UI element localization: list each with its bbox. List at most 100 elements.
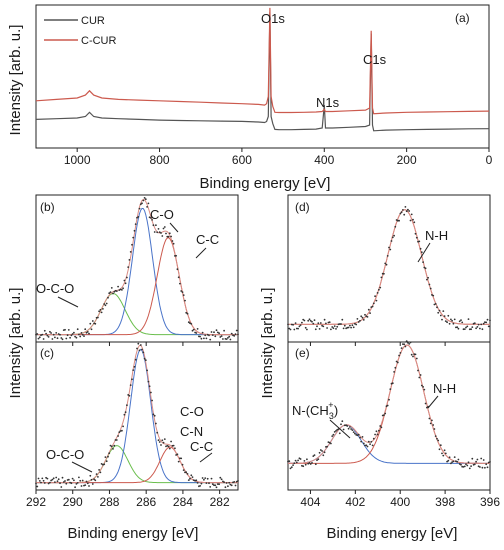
panel-e-data-point [423, 388, 426, 391]
panel-e-data-point [408, 343, 411, 345]
panel-b-data-point [49, 330, 51, 333]
panel-c-data-point [90, 478, 93, 481]
panel-d-data-point [390, 240, 393, 242]
series-line-c-cur [35, 7, 490, 115]
panel-c-data-point [124, 411, 127, 414]
panel-b-data-point [43, 329, 46, 332]
panel-c-data-point [225, 482, 228, 484]
panel-b-data-point [42, 338, 45, 340]
panel-c-data-point [137, 342, 140, 345]
panel-b-data-point [83, 335, 85, 337]
series-line-cur [35, 12, 490, 132]
panel-e-data-point [376, 433, 379, 436]
panel-b-data-point [219, 336, 222, 338]
panel-e-data-point [299, 458, 302, 460]
panel-c-data-point [51, 478, 54, 481]
panel-e-data-point [433, 428, 436, 430]
panel-e-data-point [419, 374, 422, 376]
panel-c-c1s-ccur: 292 290 288 286 284 282 [26, 341, 239, 509]
panel-a-letter: (a) [455, 11, 470, 25]
panel-d-data-point [462, 328, 465, 331]
panel-d-data-point [350, 326, 352, 329]
panel-b-data-point [165, 232, 167, 235]
panel-b-data-point [185, 311, 188, 314]
annotation-arrow [57, 296, 79, 308]
panel-b-data-point [214, 335, 217, 338]
panel-d-data-point [312, 322, 315, 325]
panel-c-data-point [189, 477, 191, 480]
panel-d-data-point [361, 316, 364, 319]
panel-d-data-point [303, 319, 306, 322]
panel-b-data-point [136, 216, 138, 219]
panel-c-data-point [86, 482, 89, 485]
panel-e-letter: (e) [295, 346, 310, 360]
panel-b-data-point [167, 235, 170, 238]
panel-d-data-point [434, 303, 437, 305]
panel-e-data-point [412, 355, 414, 358]
panel-e-data-point [340, 423, 342, 426]
panel-b-data-point [187, 321, 190, 324]
panel-d-data-point [306, 328, 308, 331]
panel-e-data-point [384, 412, 387, 415]
panel-c-data-point [146, 369, 149, 372]
panel-e-data-point [388, 398, 390, 401]
panel-b-data-point [99, 308, 102, 311]
panel-d-data-point [393, 234, 395, 237]
panel-d-data-point [396, 219, 399, 222]
panel-b-data-point [61, 338, 64, 341]
panel-c-data-point [61, 476, 64, 479]
panel-e-data-point [346, 425, 349, 427]
panel-b-data-point [166, 235, 169, 238]
panel-c-data-point [65, 482, 68, 485]
panel-e-data-point [294, 459, 297, 462]
panel-b-data-point [208, 334, 210, 337]
panel-c-data-point [38, 480, 41, 482]
panel-c-envelope [36, 344, 238, 484]
panel-c-data-point [115, 439, 118, 441]
panel-d-data-point [341, 318, 344, 321]
panel-c-frame [35, 341, 239, 491]
panel-d-data-point [391, 236, 394, 239]
panel-d-data-point [317, 322, 320, 325]
panel-e-data-point [359, 436, 361, 439]
panel-d-data-point [479, 327, 481, 330]
panel-b-data-point [38, 336, 41, 339]
panel-d-data-point [428, 283, 431, 286]
panel-e-data-point [410, 353, 413, 356]
panel-c-data-point [224, 486, 227, 489]
panel-b-data-point [102, 308, 104, 310]
panel-d-data-point [287, 323, 289, 326]
panel-b-data-point [203, 337, 205, 340]
panel-e-data-point [434, 435, 437, 437]
panel-b-data-point [152, 224, 155, 227]
panel-c-data-point [190, 474, 193, 477]
panel-c-data-point [142, 351, 145, 354]
panel-d-data-point [466, 325, 469, 328]
panel-b-data-point [158, 231, 161, 234]
panel-d-data-point [465, 326, 467, 329]
panel-b-data-point [97, 316, 99, 319]
panel-e-data-point [393, 371, 395, 373]
panel-c-data-point [132, 369, 135, 371]
panel-e-data-point [335, 430, 337, 432]
panel-d-data-point [330, 328, 332, 331]
panel-d-data-point [403, 213, 406, 216]
panel-e-data-point [319, 449, 322, 451]
panel-d-data-point [366, 316, 369, 318]
panel-c-data-point [78, 476, 80, 479]
panel-b-data-point [109, 291, 112, 293]
panel-d-data-point [308, 318, 311, 321]
panel-d-data-point [441, 318, 443, 321]
panel-a-x-tick-label: 200 [397, 153, 417, 167]
panel-c-data-point [208, 482, 210, 485]
panel-c-data-point [70, 482, 73, 485]
panel-e-data-point [360, 440, 363, 443]
panel-b-data-point [155, 224, 157, 227]
panel-c-data-point [67, 478, 70, 481]
panel-c-data-point [172, 444, 175, 447]
annotation-arrow [199, 452, 213, 463]
panel-b-data-point [179, 282, 181, 285]
panel-d-data-point [404, 206, 407, 208]
panel-b-data-point [81, 333, 84, 336]
panel-b-data-point [98, 310, 100, 313]
